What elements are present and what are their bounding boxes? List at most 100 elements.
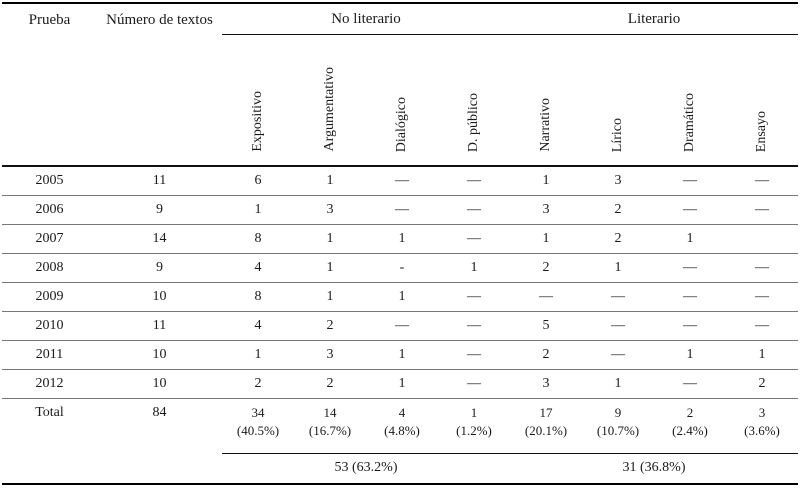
rotated-label: Dialógico bbox=[394, 96, 409, 152]
value-cell: 1 bbox=[510, 224, 582, 254]
value-cell: 1 bbox=[222, 195, 294, 225]
year-cell: 2006 bbox=[2, 195, 97, 225]
total-pct: (16.7%) bbox=[308, 423, 352, 439]
total-pct: (3.6%) bbox=[744, 423, 780, 439]
value-cell: 3 bbox=[510, 369, 582, 399]
value-cell: 1 bbox=[582, 369, 654, 399]
value-cell: — bbox=[582, 311, 654, 341]
num-textos-cell: 14 bbox=[97, 224, 222, 254]
value-cell: — bbox=[654, 311, 726, 341]
group-header-literario: Literario bbox=[510, 3, 799, 35]
group-total-row: 53 (63.2%) 31 (36.8%) bbox=[2, 453, 798, 484]
col-header-d-publico: D. público bbox=[438, 34, 510, 167]
value-cell: 1 bbox=[294, 253, 366, 283]
table-row-2005: 2005 11 6 1 — — 1 3 — — bbox=[2, 166, 799, 196]
value-cell: - bbox=[366, 253, 438, 283]
num-textos-cell: 11 bbox=[97, 166, 222, 196]
value-cell: — bbox=[654, 195, 726, 225]
value-cell: 1 bbox=[582, 253, 654, 283]
value-cell: — bbox=[726, 282, 799, 312]
value-cell: — bbox=[726, 311, 799, 341]
total-pct: (10.7%) bbox=[596, 423, 640, 439]
total-count: 9 bbox=[614, 404, 622, 420]
total-value-cell: 34 (40.5%) bbox=[222, 398, 294, 454]
text-types-table: Prueba Número de textos No literario Lit… bbox=[2, 2, 799, 485]
value-cell: — bbox=[438, 195, 510, 225]
total-value-cell: 9 (10.7%) bbox=[582, 398, 654, 454]
total-pct: (20.1%) bbox=[524, 423, 568, 439]
value-cell: 5 bbox=[510, 311, 582, 341]
table-row-2007: 2007 14 8 1 1 — 1 2 1 bbox=[2, 224, 799, 254]
num-textos-cell: 9 bbox=[97, 195, 222, 225]
value-cell: 3 bbox=[294, 340, 366, 370]
total-count: 34 bbox=[251, 404, 265, 420]
value-cell: 4 bbox=[222, 253, 294, 283]
value-cell: 2 bbox=[294, 369, 366, 399]
value-cell: — bbox=[654, 253, 726, 283]
num-textos-cell: 10 bbox=[97, 340, 222, 370]
total-count: 1 bbox=[470, 404, 478, 420]
value-cell: 2 bbox=[582, 195, 654, 225]
rotated-label: Dramático bbox=[682, 92, 697, 152]
year-cell: 2009 bbox=[2, 282, 97, 312]
value-cell: 1 bbox=[294, 282, 366, 312]
value-cell: 1 bbox=[294, 224, 366, 254]
value-cell: 1 bbox=[654, 224, 726, 254]
value-cell: 1 bbox=[366, 282, 438, 312]
value-cell: — bbox=[726, 166, 799, 196]
col-header-dramatico: Dramático bbox=[654, 34, 726, 167]
value-cell: — bbox=[726, 253, 799, 283]
num-textos-cell: 10 bbox=[97, 282, 222, 312]
value-cell: 2 bbox=[294, 311, 366, 341]
total-pct: (2.4%) bbox=[672, 423, 708, 439]
col-header-narrativo: Narrativo bbox=[510, 34, 582, 167]
total-label: Total bbox=[35, 404, 64, 420]
table-row-2012: 2012 10 2 2 1 — 3 1 — 2 bbox=[2, 369, 799, 399]
value-cell: 1 bbox=[654, 340, 726, 370]
value-cell: — bbox=[438, 311, 510, 341]
value-cell: — bbox=[438, 369, 510, 399]
num-textos-cell: 10 bbox=[97, 369, 222, 399]
total-count: 2 bbox=[686, 404, 694, 420]
col-header-prueba: Prueba bbox=[2, 3, 97, 167]
value-cell: — bbox=[582, 282, 654, 312]
value-cell: 1 bbox=[366, 369, 438, 399]
value-cell: 1 bbox=[294, 166, 366, 196]
table-row-2008: 2008 9 4 1 - 1 2 1 — — bbox=[2, 253, 799, 283]
table-row-2010: 2010 11 4 2 — — 5 — — — bbox=[2, 311, 799, 341]
table-row-2006: 2006 9 1 3 — — 3 2 — — bbox=[2, 195, 799, 225]
value-cell: 4 bbox=[222, 311, 294, 341]
value-cell: 2 bbox=[726, 369, 799, 399]
value-cell: 1 bbox=[438, 253, 510, 283]
total-value-cell: 1 (1.2%) bbox=[438, 398, 510, 454]
value-cell: 8 bbox=[222, 282, 294, 312]
group-header-no-literario: No literario bbox=[222, 3, 510, 35]
total-pct: (40.5%) bbox=[236, 423, 280, 439]
rotated-label: D. público bbox=[466, 92, 481, 152]
value-cell: — bbox=[366, 166, 438, 196]
value-cell: — bbox=[726, 195, 799, 225]
value-cell: 1 bbox=[366, 340, 438, 370]
col-header-numero-textos: Número de textos bbox=[97, 3, 222, 167]
value-cell: — bbox=[438, 340, 510, 370]
year-cell: 2011 bbox=[2, 340, 97, 370]
value-cell: — bbox=[654, 369, 726, 399]
year-cell: 2008 bbox=[2, 253, 97, 283]
value-cell: 3 bbox=[294, 195, 366, 225]
value-cell: — bbox=[654, 166, 726, 196]
value-cell: 1 bbox=[726, 340, 799, 370]
col-header-argumentativo: Argumentativo bbox=[294, 34, 366, 167]
year-cell: 2012 bbox=[2, 369, 97, 399]
total-count: 14 bbox=[323, 404, 337, 420]
value-cell: 2 bbox=[582, 224, 654, 254]
value-cell: — bbox=[438, 166, 510, 196]
group-total-no-literario: 53 (63.2%) bbox=[334, 460, 398, 476]
total-value-cell: 14 (16.7%) bbox=[294, 398, 366, 454]
table-row-2009: 2009 10 8 1 1 — — — — — bbox=[2, 282, 799, 312]
value-cell: 8 bbox=[222, 224, 294, 254]
rotated-label: Expositivo bbox=[250, 91, 265, 152]
total-value-cell: 4 (4.8%) bbox=[366, 398, 438, 454]
value-cell: — bbox=[366, 195, 438, 225]
value-cell: 3 bbox=[510, 195, 582, 225]
